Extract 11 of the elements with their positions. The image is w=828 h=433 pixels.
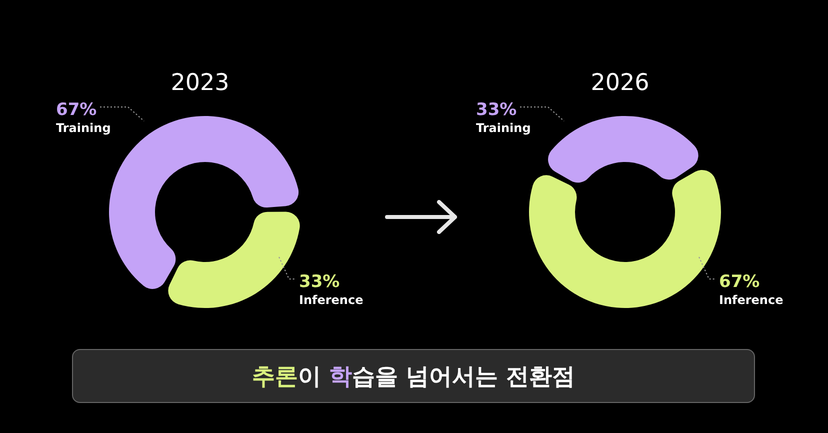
text: 추론이 학습을 넘어서는 전환점 (252, 364, 576, 390)
slice-label: Inference (299, 293, 364, 307)
data-label: 33% (476, 100, 517, 120)
slice-label: Training (56, 121, 111, 135)
data-label: 67% (56, 100, 97, 120)
slice-label: Inference (719, 293, 784, 307)
data-label: 67% (719, 272, 760, 292)
data-label: 33% (299, 272, 340, 292)
slice-label: Training (476, 121, 531, 135)
chart-title: 2023 (170, 70, 230, 96)
chart-title: 2026 (590, 70, 650, 96)
